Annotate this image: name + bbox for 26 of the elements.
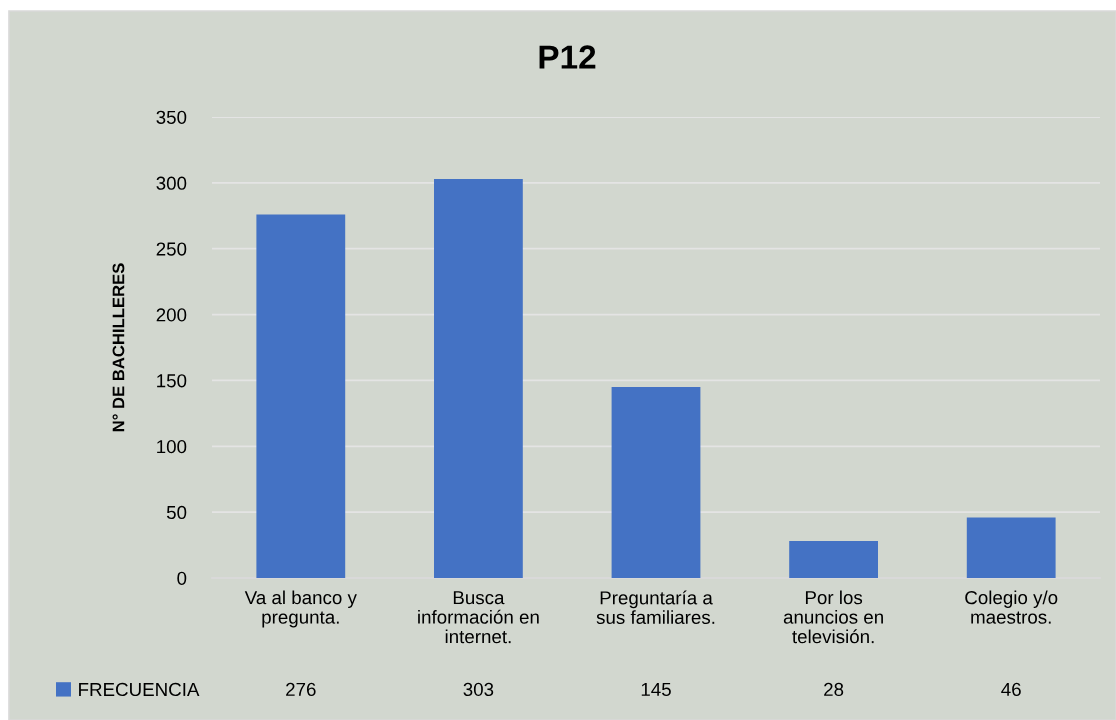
y-tick-label: 250 [156,242,187,256]
y-tick-label: 0 [177,571,187,585]
x-tick-label: Busca información en internet. [418,591,539,644]
bar [966,517,1056,578]
x-tick-label: Preguntaría a sus familiares. [596,590,715,625]
y-tick-label: 50 [166,505,187,520]
legend-label: FRECUENCIA [79,682,200,697]
data-label: 276 [286,682,316,697]
bar [611,387,701,578]
x-tick-label: Colegio y/o maestros. [965,590,1058,624]
bar [789,541,878,578]
y-tick-label: 350 [156,110,187,124]
x-tick-label: Va al banco y pregunta. [244,590,357,628]
x-tick-label: Por los anuncios en televisión. [783,590,883,644]
data-label: 28 [824,682,844,697]
y-axis-title: N° DE BACHILLERES [112,263,125,432]
chart-title: P12 [539,45,596,69]
data-label: 145 [641,682,671,697]
bar [256,214,346,578]
y-tick-label: 200 [156,308,187,322]
y-tick-label: 100 [157,439,187,454]
data-label: 303 [463,682,494,697]
data-label: 46 [1001,682,1021,697]
y-tick-label: 150 [157,374,187,388]
bar [434,178,523,578]
y-tick-label: 300 [156,176,187,190]
